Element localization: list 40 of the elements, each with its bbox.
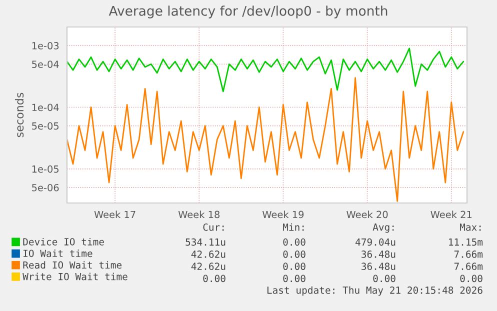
y-axis-title: seconds [15,92,24,138]
text: 11.15m [449,238,483,246]
text: 0.00 [373,274,396,282]
y-tick-label: 5e-06 [32,184,59,192]
x-tick-label: Week 17 [94,210,136,218]
chart-title: Average latency for /dev/loop0 - by month [108,6,388,18]
y-tick-label: 1e-05 [32,165,59,173]
legend-label: Read IO Wait time [23,261,122,269]
text: 479.04u [356,238,396,246]
text: 0.00 [283,238,306,246]
text: Cur: [203,223,224,231]
legend-label: Write IO Wait time [22,272,128,280]
text: 42.62u [191,250,226,258]
x-tick-label: Week 21 [430,210,472,218]
text: 534.11u [186,238,226,246]
line-series [67,48,464,92]
text: 36.48u [362,250,396,258]
text: 36.48u [362,262,396,270]
y-tick-label: 1e-03 [32,42,59,50]
text: 0.00 [203,274,226,282]
text: 0.00 [283,274,306,282]
legend-label: IO Wait time [24,250,92,258]
text: 0.00 [283,250,306,258]
legend-label: Device IO time [23,238,104,246]
text: Last update: Thu May 21 20:15:48 2026 [267,286,482,296]
text: 7.66m [454,262,483,270]
text: 0.00 [283,262,306,270]
text: 7.66m [454,250,483,258]
line-series [67,77,464,202]
text: 0.00 [460,274,482,282]
text: Avg: [372,224,394,233]
x-tick-label: Week 19 [262,210,304,218]
y-tick-label: 5e-05 [32,122,59,130]
text: 42.62u [191,262,226,270]
x-tick-label: Week 18 [178,210,220,218]
text: Max: [460,224,481,231]
text: Min: [282,223,304,231]
y-tick-label: 1e-04 [32,104,59,112]
y-tick-label: 5e-04 [32,60,59,68]
x-tick-label: Week 20 [346,210,388,218]
